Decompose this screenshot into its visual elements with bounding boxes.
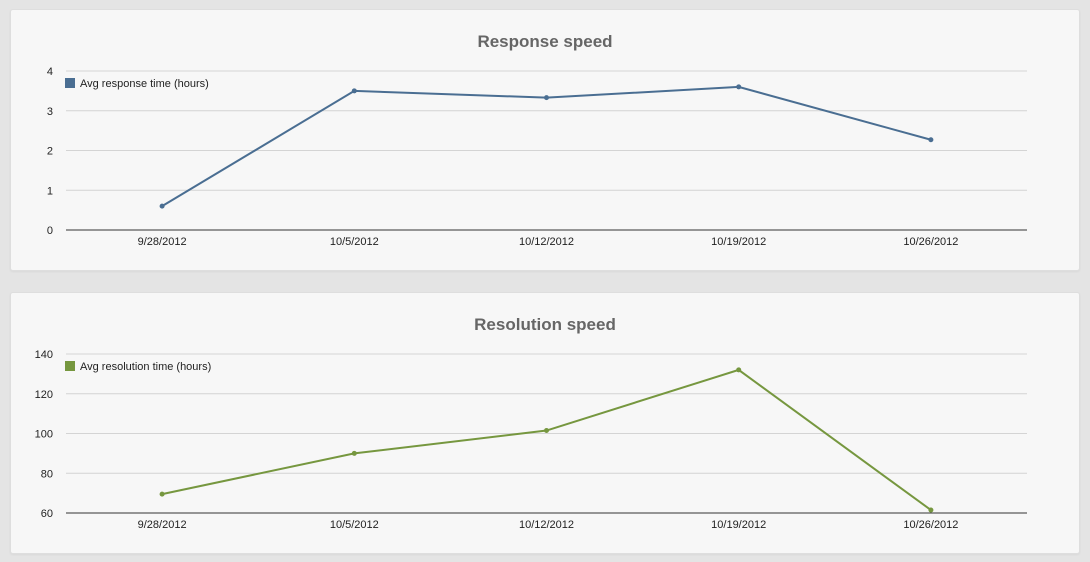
y-tick-label: 4	[47, 66, 53, 78]
response-speed-panel: Response speed 0 1 2 3 4 9/28/2012 10/5/2012 10/…	[10, 9, 1080, 271]
x-tick-label: 10/19/2012	[711, 519, 766, 531]
resolution-speed-panel: Resolution speed 60 80 100 120 140 9/28/2012 10…	[10, 292, 1080, 554]
data-point[interactable]	[351, 450, 357, 456]
data-point[interactable]	[544, 95, 549, 101]
legend-swatch	[65, 361, 75, 371]
x-tick-label: 9/28/2012	[138, 236, 187, 248]
data-point[interactable]	[736, 367, 742, 373]
x-tick-label: 10/26/2012	[903, 236, 958, 248]
y-tick-label: 3	[47, 106, 53, 118]
y-tick-label: 80	[41, 468, 53, 480]
data-point[interactable]	[544, 428, 549, 434]
y-tick-label: 1	[47, 185, 53, 197]
x-tick-label: 10/26/2012	[903, 519, 958, 531]
x-tick-label: 10/12/2012	[519, 519, 574, 531]
chart-title: Resolution speed	[474, 315, 616, 334]
y-tick-label: 0	[47, 225, 53, 237]
y-tick-label: 120	[35, 389, 53, 401]
y-tick-label: 140	[35, 349, 53, 361]
series-line	[161, 368, 932, 511]
x-tick-label: 10/5/2012	[330, 519, 379, 531]
legend-label: Avg resolution time (hours)	[80, 361, 211, 373]
data-point[interactable]	[351, 88, 357, 94]
y-tick-label: 60	[41, 508, 53, 520]
chart-title: Response speed	[477, 32, 612, 51]
y-tick-label: 100	[35, 429, 53, 441]
data-point[interactable]	[928, 507, 934, 513]
x-tick-label: 10/19/2012	[711, 236, 766, 248]
data-point[interactable]	[928, 137, 934, 143]
legend-label: Avg response time (hours)	[80, 78, 209, 90]
data-point[interactable]	[159, 203, 165, 209]
x-tick-label: 10/5/2012	[330, 236, 379, 248]
series-line	[161, 85, 932, 208]
response-speed-chart: Response speed 0 1 2 3 4 9/28/2012 10/5/2012 10/…	[47, 32, 1027, 248]
x-tick-label: 10/12/2012	[519, 236, 574, 248]
y-tick-label: 2	[47, 146, 53, 158]
x-tick-label: 9/28/2012	[138, 519, 187, 531]
data-point[interactable]	[159, 491, 165, 497]
resolution-speed-chart: Resolution speed 60 80 100 120 140 9/28/2012 10…	[35, 315, 1027, 531]
legend-swatch	[65, 78, 75, 88]
data-point[interactable]	[736, 84, 742, 90]
